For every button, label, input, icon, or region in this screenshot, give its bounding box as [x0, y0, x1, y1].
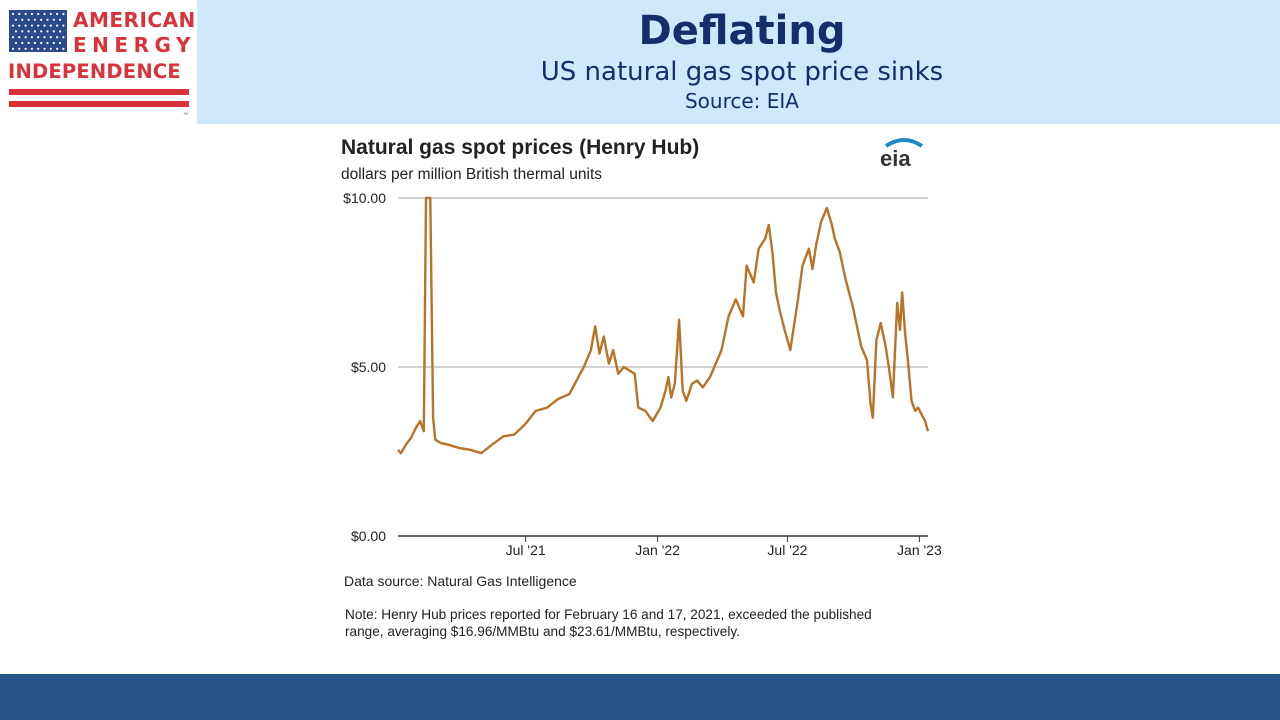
logo-line-1: AMERICAN — [73, 8, 196, 32]
page-source: Source: EIA — [684, 89, 799, 113]
line-chart: $0.00 $5.00 $10.00 Jul '21 Jan '22 Jul '22 Jan… — [343, 190, 942, 558]
x-tick-label: Jul '21 — [506, 542, 546, 558]
logo-line-3: INDEPENDENCE — [8, 60, 181, 83]
y-tick-label: $5.00 — [351, 359, 386, 375]
page-subtitle: US natural gas spot price sinks — [540, 57, 944, 87]
chart-subtitle: dollars per million British thermal unit… — [341, 166, 603, 183]
footer-band — [0, 674, 1280, 720]
logo-stripe — [9, 101, 189, 107]
page-title: Deflating — [638, 8, 846, 54]
y-tick-label: $10.00 — [343, 190, 386, 206]
eia-logo-icon: eia — [880, 138, 924, 170]
flag-icon — [9, 10, 67, 52]
logo: AMERICAN ENERGY INDEPENDENCE ™ — [0, 0, 197, 124]
x-tick-label: Jan '22 — [635, 542, 680, 558]
logo-line-2: ENERGY — [73, 33, 196, 57]
logo-trademark: ™ — [183, 112, 188, 118]
series-line — [397, 196, 930, 455]
data-source-note: Data source: Natural Gas Intelligence — [344, 573, 577, 589]
logo-stripe — [9, 89, 189, 95]
chart-title: Natural gas spot prices (Henry Hub) — [341, 136, 700, 159]
y-tick-label: $0.00 — [351, 528, 386, 544]
x-tick-label: Jul '22 — [767, 542, 807, 558]
header-band — [197, 0, 1280, 124]
range-note: Note: Henry Hub prices reported for Febr… — [345, 607, 872, 639]
x-tick-label: Jan '23 — [897, 542, 942, 558]
eia-logo-text: eia — [880, 146, 911, 170]
